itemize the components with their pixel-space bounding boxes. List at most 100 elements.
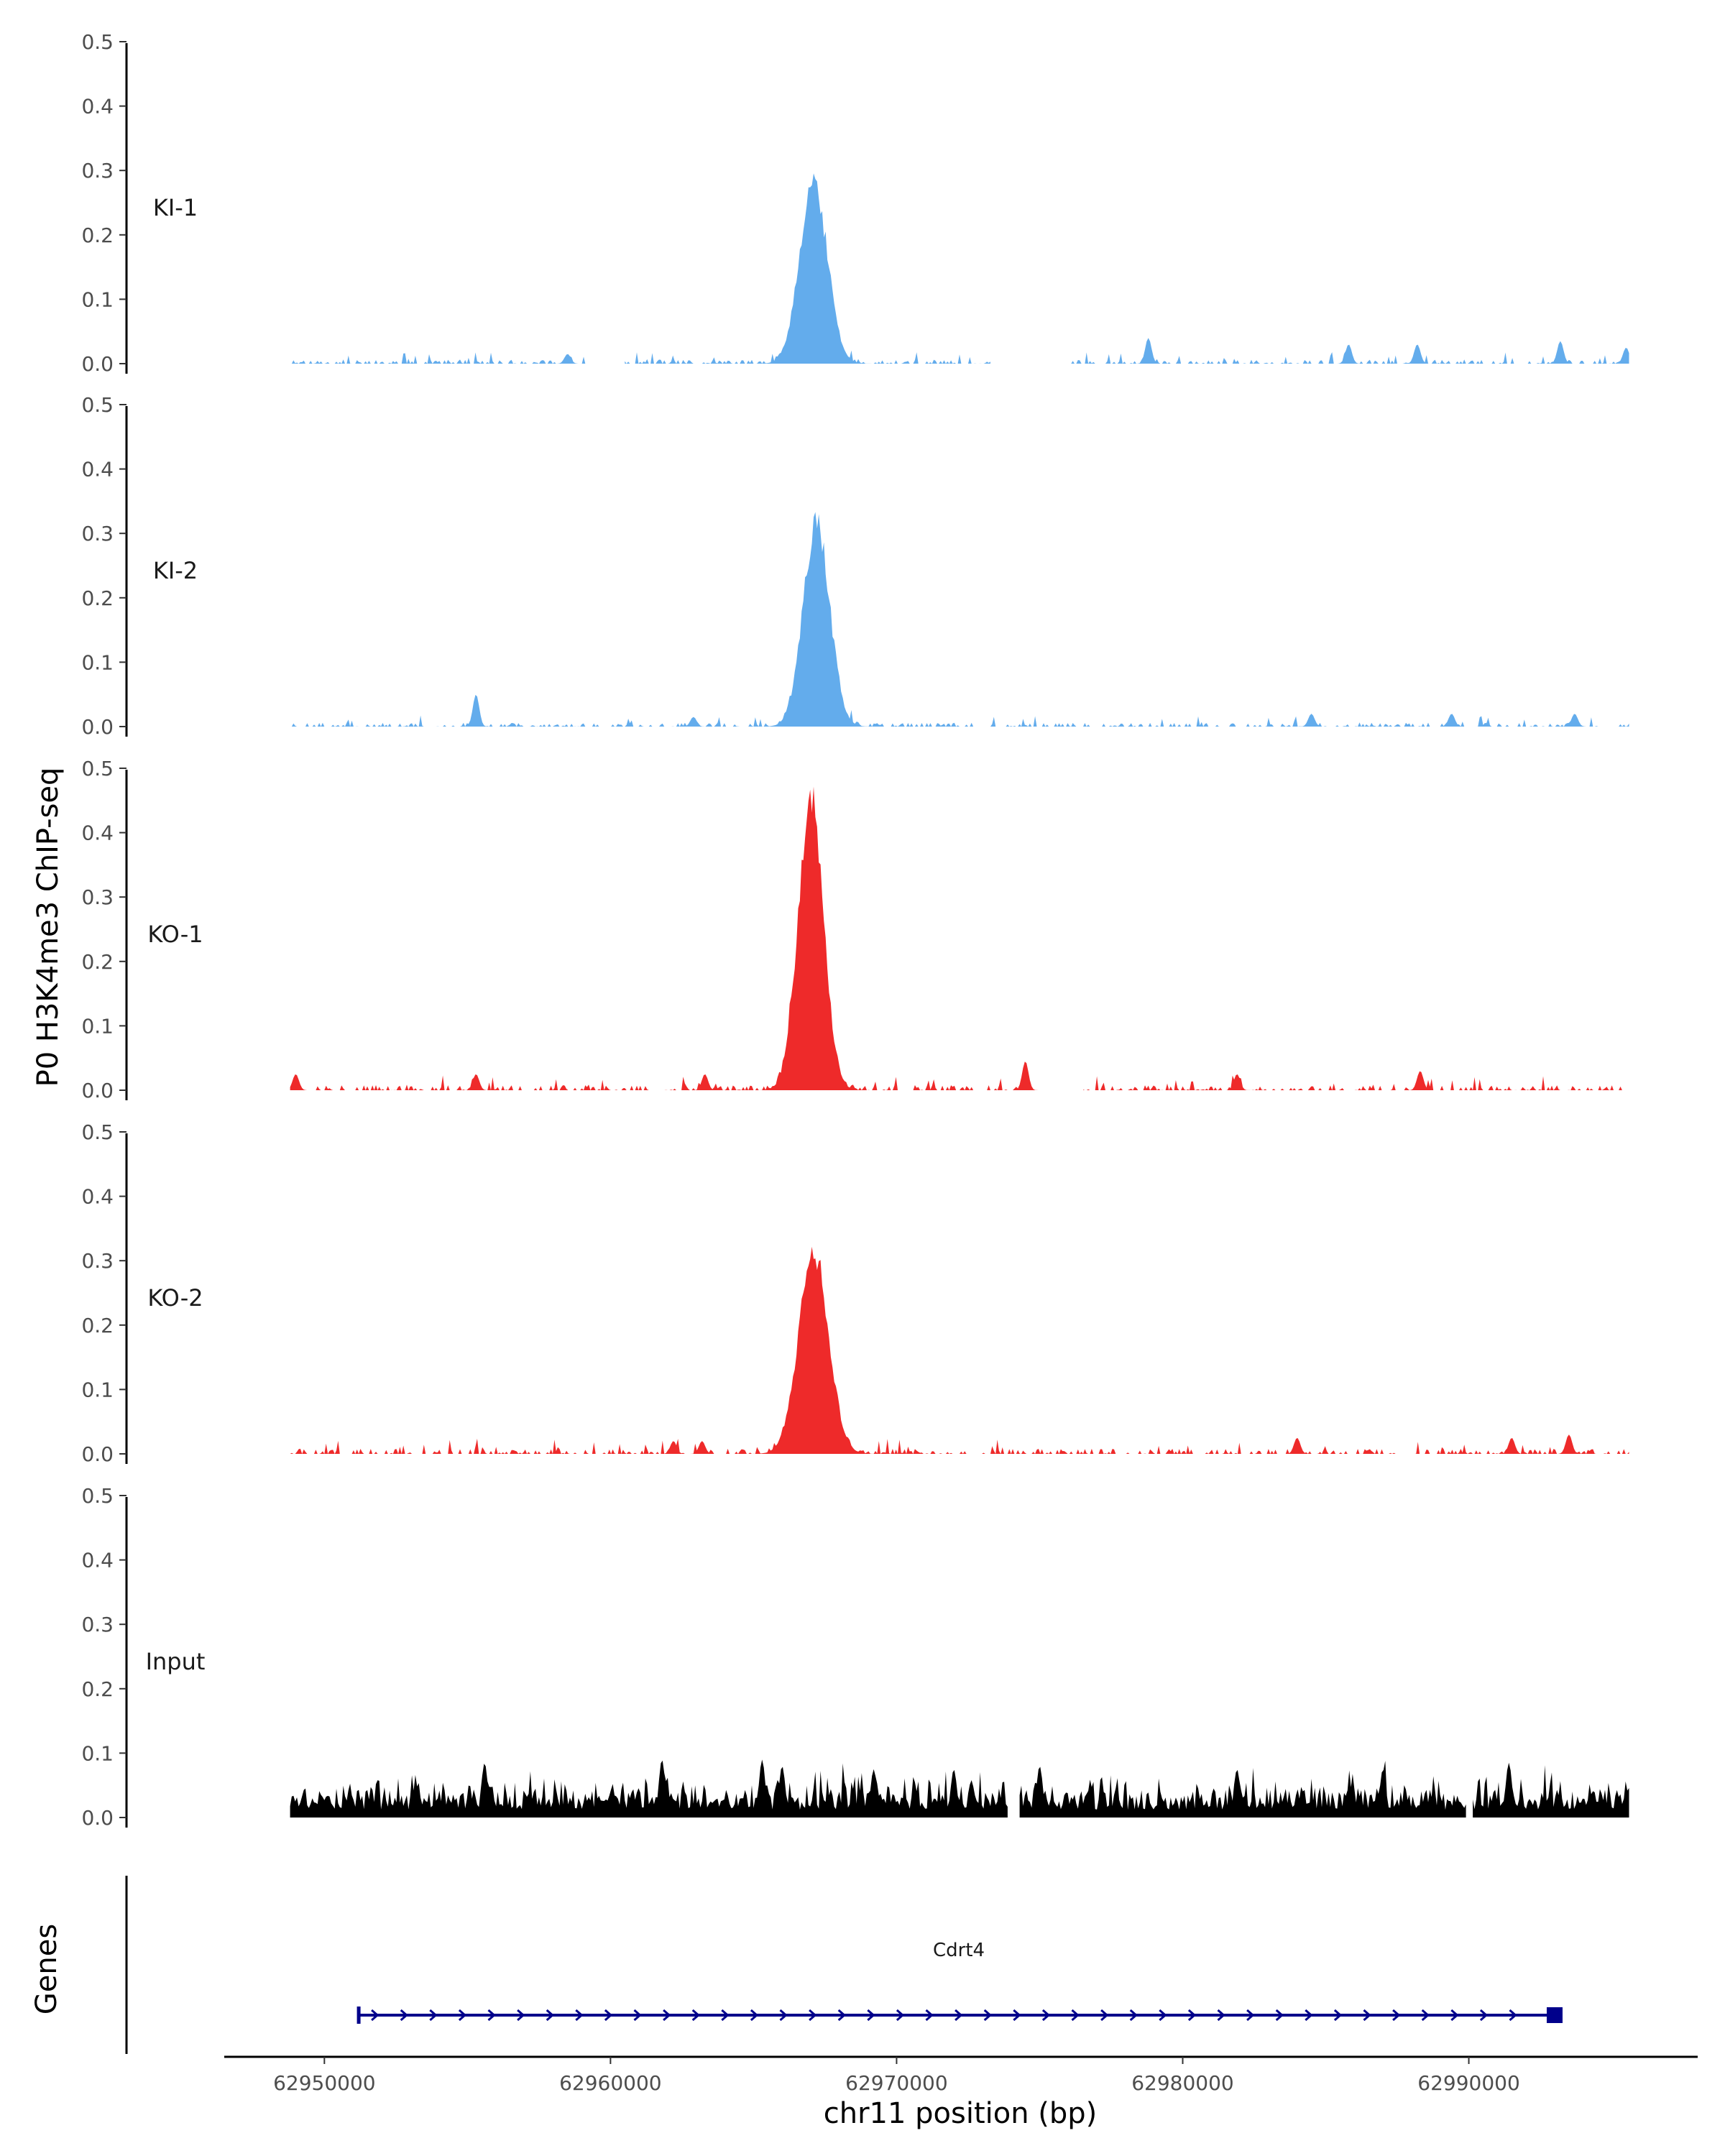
y-tick-label: 0.5 bbox=[81, 1120, 114, 1144]
strand-arrow bbox=[867, 2009, 875, 2022]
genes-track: Cdrt4 bbox=[125, 1876, 1563, 2054]
strand-arrow bbox=[721, 2009, 730, 2022]
coverage-area-ko-2 bbox=[290, 1246, 1629, 1454]
y-tick-label: 0.0 bbox=[81, 1079, 114, 1102]
strand-arrow bbox=[954, 2009, 963, 2022]
y-tick-label: 0.2 bbox=[81, 224, 114, 247]
strand-arrow bbox=[429, 2009, 438, 2022]
track-label: Input bbox=[146, 1648, 206, 1675]
strand-arrow bbox=[896, 2009, 905, 2022]
y-tick-label: 0.3 bbox=[81, 522, 114, 545]
coverage-area-ki-1 bbox=[290, 173, 1629, 364]
y-tick-label: 0.1 bbox=[81, 1014, 114, 1038]
y-tick-label: 0.2 bbox=[81, 950, 114, 974]
y-tick-label: 0.0 bbox=[81, 352, 114, 376]
y-tick-label: 0.2 bbox=[81, 1677, 114, 1701]
strand-arrow bbox=[1275, 2009, 1284, 2022]
y-tick-label: 0.4 bbox=[81, 95, 114, 119]
x-tick-label: 62960000 bbox=[559, 2071, 662, 2095]
y-tick-label: 0.1 bbox=[81, 1378, 114, 1401]
strand-arrow bbox=[458, 2009, 467, 2022]
y-tick-label: 0.1 bbox=[81, 1741, 114, 1765]
strand-arrow bbox=[1363, 2009, 1371, 2022]
strand-arrow bbox=[809, 2009, 817, 2022]
x-axis: 62950000 62960000 62970000 62980000 62990000 bbox=[224, 2055, 1698, 2095]
strand-arrow bbox=[517, 2009, 525, 2022]
x-tick-label: 62980000 bbox=[1131, 2071, 1234, 2095]
coverage-area-ki-2 bbox=[290, 512, 1629, 727]
strand-arrow bbox=[1305, 2009, 1313, 2022]
strand-arrow bbox=[400, 2009, 408, 2022]
y-tick-label: 0.4 bbox=[81, 1185, 114, 1209]
x-axis-title: chr11 position (bp) bbox=[824, 2097, 1098, 2130]
strand-arrow bbox=[1217, 2009, 1225, 2022]
y-tick-label: 0.3 bbox=[81, 885, 114, 909]
strand-arrow bbox=[1333, 2009, 1343, 2022]
y-tick-label: 0.4 bbox=[81, 1549, 114, 1572]
y-tick-label: 0.0 bbox=[81, 1806, 114, 1830]
x-tick-label: 62990000 bbox=[1417, 2071, 1520, 2095]
y-tick-label: 0.0 bbox=[81, 1442, 114, 1466]
x-tick-label: 62970000 bbox=[845, 2071, 948, 2095]
strand-arrow bbox=[1041, 2009, 1051, 2022]
track-label: KI-2 bbox=[153, 557, 198, 584]
y-tick-label: 0.3 bbox=[81, 159, 114, 183]
strand-arrow bbox=[1100, 2009, 1109, 2022]
track-ko-1: 0.0 0.1 0.2 0.3 0.4 0.5 KO-1 bbox=[81, 757, 1629, 1102]
y-tick-label: 0.3 bbox=[81, 1249, 114, 1273]
strand-arrow bbox=[1246, 2009, 1255, 2022]
track-input: 0.0 0.1 0.2 0.3 0.4 0.5 Input bbox=[81, 1484, 1629, 1830]
y-axis-title: P0 H3K4me3 ChIP-seq bbox=[32, 768, 65, 1087]
track-label: KO-1 bbox=[147, 921, 203, 948]
strand-arrow bbox=[575, 2009, 584, 2022]
track-ko-2: 0.0 0.1 0.2 0.3 0.4 0.5 KO-2 bbox=[81, 1120, 1629, 1466]
y-tick-label: 0.1 bbox=[81, 650, 114, 674]
strand-arrow bbox=[983, 2009, 992, 2022]
strand-arrow bbox=[1450, 2009, 1459, 2022]
strand-arrow bbox=[487, 2009, 496, 2022]
strand-arrow bbox=[663, 2009, 671, 2022]
track-ki-2: 0.0 0.1 0.2 0.3 0.4 0.5 KI-2 bbox=[81, 393, 1629, 739]
strand-arrow bbox=[750, 2009, 759, 2022]
coverage-area-ko-1 bbox=[290, 786, 1629, 1090]
strand-arrow bbox=[371, 2009, 380, 2022]
strand-arrow bbox=[1479, 2009, 1489, 2022]
strand-arrow bbox=[546, 2009, 554, 2022]
strand-arrow bbox=[1071, 2009, 1080, 2022]
y-tick-label: 0.5 bbox=[81, 757, 114, 780]
y-tick-label: 0.4 bbox=[81, 821, 114, 845]
track-label: KO-2 bbox=[147, 1284, 203, 1312]
y-tick-label: 0.5 bbox=[81, 393, 114, 417]
y-tick-label: 0.5 bbox=[81, 1484, 114, 1508]
coverage-tracks: 0.0 0.1 0.2 0.3 0.4 0.5 KI-1 0.0 0.1 0.2 0.3 0.4 0.5… bbox=[81, 30, 1629, 1830]
track-ki-1: 0.0 0.1 0.2 0.3 0.4 0.5 KI-1 bbox=[81, 30, 1629, 376]
y-tick-label: 0.4 bbox=[81, 458, 114, 482]
track-label: KI-1 bbox=[153, 194, 198, 221]
coverage-area-input bbox=[290, 1759, 1629, 1818]
strand-arrow bbox=[633, 2009, 642, 2022]
strand-arrow bbox=[1421, 2009, 1430, 2022]
strand-arrow bbox=[1392, 2009, 1401, 2022]
strand-arrow bbox=[1013, 2009, 1021, 2022]
gene-cdrt4: Cdrt4 bbox=[356, 1940, 1563, 2024]
strand-arrow bbox=[604, 2009, 613, 2022]
x-tick-label: 62950000 bbox=[273, 2071, 376, 2095]
strand-arrow bbox=[837, 2009, 846, 2022]
y-tick-label: 0.2 bbox=[81, 586, 114, 610]
strand-arrow bbox=[1187, 2009, 1197, 2022]
y-tick-label: 0.5 bbox=[81, 30, 114, 54]
strand-arrow bbox=[779, 2009, 788, 2022]
strand-arrow bbox=[925, 2009, 934, 2022]
strand-arrow bbox=[691, 2009, 700, 2022]
gene-end-mark bbox=[1546, 2007, 1563, 2023]
strand-arrow bbox=[1129, 2009, 1138, 2022]
y-tick-label: 0.1 bbox=[81, 287, 114, 311]
y-tick-label: 0.3 bbox=[81, 1613, 114, 1636]
gene-name-label: Cdrt4 bbox=[933, 1940, 985, 1961]
y-tick-label: 0.2 bbox=[81, 1314, 114, 1337]
strand-arrow bbox=[1509, 2009, 1517, 2022]
strand-arrow bbox=[1159, 2009, 1167, 2022]
genes-axis-title: Genes bbox=[30, 1924, 63, 2014]
y-tick-label: 0.0 bbox=[81, 715, 114, 739]
